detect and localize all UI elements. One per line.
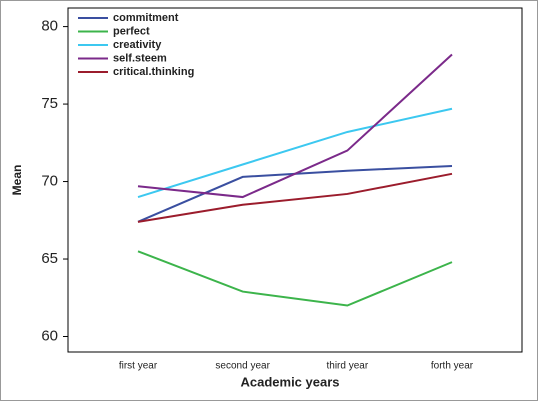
x-tick-label: first year [119,361,158,372]
y-axis-label: Mean [10,165,24,196]
series-line [137,250,453,307]
y-tick-label: 80 [41,18,58,35]
x-tick-label: forth year [431,361,474,372]
x-tick-label: second year [215,361,270,372]
series-line [137,107,453,198]
x-axis-label: Academic years [240,374,339,389]
legend-label: self.steem [113,52,167,64]
plot-area [67,7,523,353]
legend-label: critical.thinking [113,66,194,78]
y-tick-label: 70 [41,173,58,190]
legend-label: commitment [113,12,179,24]
legend-label: perfect [113,25,150,37]
legend-label: creativity [113,39,162,51]
x-tick-label: third year [326,361,368,372]
y-tick-label: 60 [41,327,58,344]
series-line [137,53,453,199]
series-line [137,172,453,223]
y-tick-label: 65 [41,250,58,267]
y-tick-label: 75 [41,95,58,112]
